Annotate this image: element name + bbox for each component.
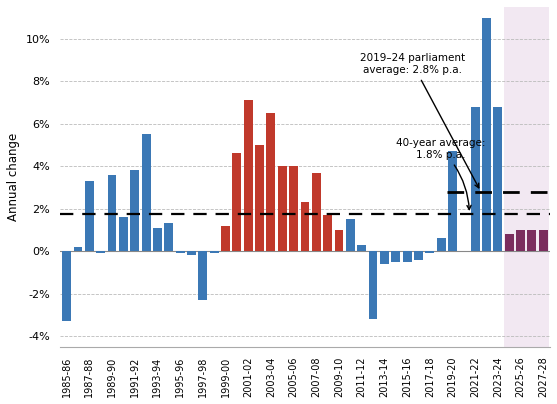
Bar <box>119 217 128 251</box>
Bar <box>527 230 536 251</box>
Bar <box>437 238 446 251</box>
Bar <box>244 100 253 251</box>
Bar <box>357 245 366 251</box>
Bar <box>323 215 332 251</box>
Bar <box>312 173 321 251</box>
Bar <box>141 134 150 251</box>
Bar <box>187 251 196 255</box>
Bar <box>289 166 298 251</box>
Bar <box>210 251 218 253</box>
Bar <box>74 247 82 251</box>
Bar <box>301 202 309 251</box>
Bar <box>380 251 389 264</box>
Bar <box>335 230 344 251</box>
Bar <box>471 107 480 251</box>
Bar <box>221 225 230 251</box>
Bar <box>539 230 548 251</box>
Bar <box>504 7 549 347</box>
Bar <box>403 251 412 262</box>
Bar <box>414 251 423 259</box>
Bar <box>278 166 287 251</box>
Bar <box>153 228 162 251</box>
Bar <box>426 251 434 253</box>
Bar <box>494 107 502 251</box>
Bar <box>505 234 514 251</box>
Text: 2019–24 parliament
average: 2.8% p.a.: 2019–24 parliament average: 2.8% p.a. <box>360 53 479 188</box>
Bar <box>346 219 355 251</box>
Bar <box>448 151 457 251</box>
Bar <box>255 145 264 251</box>
Bar <box>482 17 491 251</box>
Bar <box>369 251 378 319</box>
Bar <box>85 181 94 251</box>
Bar <box>266 113 275 251</box>
Bar <box>392 251 400 262</box>
Bar <box>516 230 525 251</box>
Bar <box>96 251 105 253</box>
Text: 40-year average:
1.8% p.a.: 40-year average: 1.8% p.a. <box>397 138 486 210</box>
Bar <box>232 154 241 251</box>
Bar <box>62 251 71 321</box>
Bar <box>198 251 207 300</box>
Bar <box>175 251 184 253</box>
Bar <box>108 175 116 251</box>
Bar <box>164 223 173 251</box>
Bar <box>130 170 139 251</box>
Y-axis label: Annual change: Annual change <box>7 133 20 221</box>
